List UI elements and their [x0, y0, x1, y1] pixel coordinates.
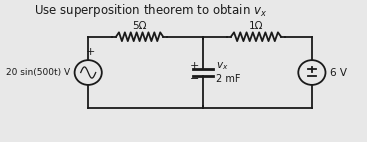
- Text: 1Ω: 1Ω: [249, 21, 263, 31]
- Text: +: +: [190, 61, 199, 71]
- Text: 6 V: 6 V: [330, 67, 347, 78]
- Text: +: +: [86, 47, 95, 57]
- Text: 20 sin(500t) V: 20 sin(500t) V: [6, 68, 70, 77]
- Text: Use superposition theorem to obtain $v_x$: Use superposition theorem to obtain $v_x…: [34, 2, 268, 19]
- Text: $v_x$: $v_x$: [216, 61, 228, 72]
- Text: 5Ω: 5Ω: [132, 21, 147, 31]
- Text: 2 mF: 2 mF: [216, 74, 240, 84]
- Text: −: −: [190, 74, 199, 84]
